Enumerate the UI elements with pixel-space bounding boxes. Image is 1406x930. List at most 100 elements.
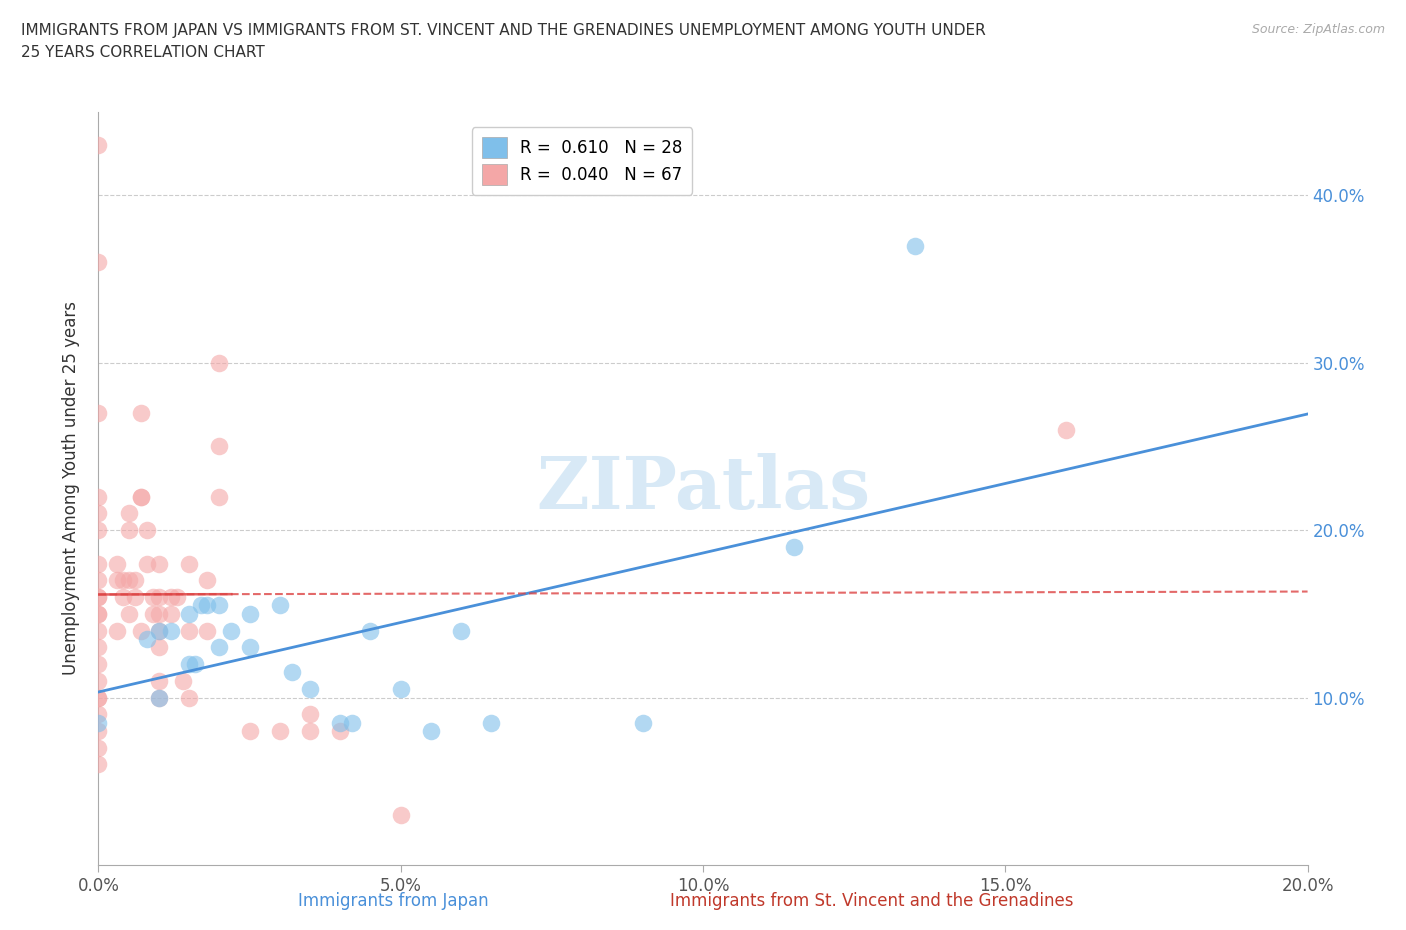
Point [1054, 422, 1077, 437]
Point [124, 573, 146, 588]
Point [329, 715, 352, 730]
Point [124, 590, 146, 604]
Point [631, 715, 654, 730]
Point [87, 740, 110, 755]
Point [160, 590, 183, 604]
Point [111, 590, 134, 604]
Point [87, 673, 110, 688]
Point [87, 715, 110, 730]
Y-axis label: Unemployment Among Youth under 25 years: Unemployment Among Youth under 25 years [62, 301, 80, 675]
Point [87, 556, 110, 571]
Point [118, 606, 141, 621]
Point [87, 623, 110, 638]
Point [179, 623, 201, 638]
Point [208, 439, 231, 454]
Point [118, 523, 141, 538]
Point [87, 690, 110, 705]
Point [87, 606, 110, 621]
Point [160, 606, 183, 621]
Point [87, 590, 110, 604]
Point [166, 590, 188, 604]
Point [208, 640, 231, 655]
Point [172, 673, 194, 688]
Point [129, 405, 152, 420]
Point [87, 640, 110, 655]
Point [87, 606, 110, 621]
Point [184, 657, 207, 671]
Point [389, 807, 412, 822]
Point [450, 623, 472, 638]
Point [299, 724, 322, 738]
Point [148, 640, 170, 655]
Point [208, 598, 231, 613]
Point [148, 623, 170, 638]
Point [299, 707, 322, 722]
Point [783, 539, 806, 554]
Point [87, 757, 110, 772]
Point [269, 598, 291, 613]
Point [195, 623, 218, 638]
Point [221, 623, 243, 638]
Point [148, 690, 170, 705]
Point [179, 556, 201, 571]
Point [87, 724, 110, 738]
Point [195, 573, 218, 588]
Point [142, 590, 165, 604]
Point [299, 682, 322, 697]
Text: ZIPatlas: ZIPatlas [536, 453, 870, 524]
Point [105, 623, 128, 638]
Point [87, 573, 110, 588]
Point [87, 138, 110, 153]
Point [87, 255, 110, 270]
Point [142, 606, 165, 621]
Point [420, 724, 443, 738]
Text: Source: ZipAtlas.com: Source: ZipAtlas.com [1251, 23, 1385, 36]
Point [190, 598, 212, 613]
Point [179, 690, 201, 705]
Point [481, 715, 503, 730]
Point [105, 556, 128, 571]
Point [129, 623, 152, 638]
Point [160, 623, 183, 638]
Point [87, 405, 110, 420]
Point [148, 673, 170, 688]
Point [129, 489, 152, 504]
Point [87, 489, 110, 504]
Point [148, 556, 170, 571]
Point [281, 665, 304, 680]
Point [105, 573, 128, 588]
Point [360, 623, 382, 638]
Point [239, 724, 262, 738]
Text: Immigrants from St. Vincent and the Grenadines: Immigrants from St. Vincent and the Gren… [671, 892, 1073, 910]
Point [135, 556, 157, 571]
Point [135, 523, 157, 538]
Point [195, 598, 218, 613]
Point [87, 523, 110, 538]
Point [208, 355, 231, 370]
Legend: R =  0.610   N = 28, R =  0.040   N = 67: R = 0.610 N = 28, R = 0.040 N = 67 [472, 127, 692, 194]
Point [179, 606, 201, 621]
Point [118, 573, 141, 588]
Point [389, 682, 412, 697]
Text: IMMIGRANTS FROM JAPAN VS IMMIGRANTS FROM ST. VINCENT AND THE GRENADINES UNEMPLOY: IMMIGRANTS FROM JAPAN VS IMMIGRANTS FROM… [21, 23, 986, 60]
Point [87, 590, 110, 604]
Point [148, 690, 170, 705]
Point [87, 690, 110, 705]
Point [135, 631, 157, 646]
Text: Immigrants from Japan: Immigrants from Japan [298, 892, 489, 910]
Point [148, 606, 170, 621]
Point [269, 724, 291, 738]
Point [87, 707, 110, 722]
Point [329, 724, 352, 738]
Point [239, 606, 262, 621]
Point [87, 657, 110, 671]
Point [904, 238, 927, 253]
Point [342, 715, 364, 730]
Point [148, 590, 170, 604]
Point [208, 489, 231, 504]
Point [148, 623, 170, 638]
Point [239, 640, 262, 655]
Point [118, 506, 141, 521]
Point [87, 506, 110, 521]
Point [179, 657, 201, 671]
